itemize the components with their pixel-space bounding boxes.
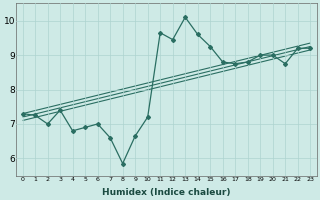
X-axis label: Humidex (Indice chaleur): Humidex (Indice chaleur) (102, 188, 231, 197)
